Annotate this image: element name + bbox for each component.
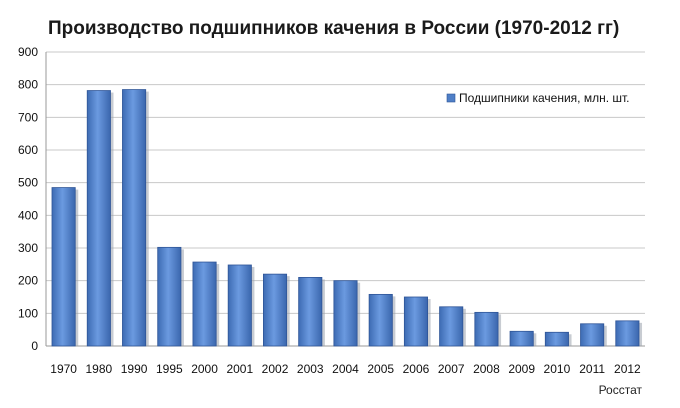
legend-swatch <box>446 93 456 103</box>
x-tick-label: 2006 <box>403 362 430 376</box>
y-tick-label: 300 <box>18 241 38 255</box>
y-tick-label: 500 <box>18 176 38 190</box>
source-label: Росстат <box>598 383 642 397</box>
bar-2005 <box>368 293 393 347</box>
bar-1980 <box>86 90 111 347</box>
x-tick-label: 1990 <box>121 362 148 376</box>
bar-2001 <box>227 264 252 347</box>
bar-2007 <box>439 306 464 347</box>
y-axis: 0 100 200 300 400 500 600 700 800 900 <box>18 45 38 353</box>
bar-2008 <box>474 311 499 347</box>
y-tick-label: 0 <box>31 339 38 353</box>
bar-2010 <box>544 331 569 347</box>
x-tick-label: 2001 <box>226 362 253 376</box>
bar-2006 <box>403 296 428 347</box>
x-tick-label: 1970 <box>50 362 77 376</box>
chart-title: Производство подшипников качения в Росси… <box>48 18 620 39</box>
x-tick-label: 2007 <box>438 362 465 376</box>
bar-2004 <box>333 280 358 347</box>
legend-label: Подшипники качения, млн. шт. <box>459 91 630 105</box>
bar-2002 <box>263 273 288 347</box>
y-tick-label: 200 <box>18 274 38 288</box>
y-tick-label: 900 <box>18 45 38 59</box>
y-tick-label: 100 <box>18 306 38 320</box>
x-tick-label: 1995 <box>156 362 183 376</box>
x-tick-label: 2000 <box>191 362 218 376</box>
bar-1990 <box>122 89 147 347</box>
bar-2011 <box>580 323 605 347</box>
bar-2000 <box>192 261 217 347</box>
x-tick-label: 2005 <box>367 362 394 376</box>
x-tick-label: 1980 <box>86 362 113 376</box>
x-tick-label: 2011 <box>579 362 605 376</box>
bar-2012 <box>615 320 640 347</box>
x-tick-label: 2012 <box>614 362 641 376</box>
bar-1970 <box>51 187 76 347</box>
y-tick-label: 700 <box>18 110 38 124</box>
bar-2003 <box>298 276 323 347</box>
y-tick-label: 600 <box>18 143 38 157</box>
bar-1995 <box>157 246 182 347</box>
x-tick-label: 2010 <box>544 362 571 376</box>
y-tick-label: 400 <box>18 208 38 222</box>
x-tick-label: 2002 <box>262 362 289 376</box>
bars <box>51 89 643 347</box>
x-tick-label: 2008 <box>473 362 500 376</box>
x-tick-label: 2009 <box>508 362 535 376</box>
bar-2009 <box>509 330 534 347</box>
y-tick-label: 800 <box>18 78 38 92</box>
x-axis: 1970 1980 1990 1995 2000 2001 2002 2003 2004 2005… <box>50 362 641 376</box>
x-tick-label: 2004 <box>332 362 359 376</box>
x-tick-label: 2003 <box>297 362 324 376</box>
legend: Подшипники качения, млн. шт. <box>446 91 630 105</box>
